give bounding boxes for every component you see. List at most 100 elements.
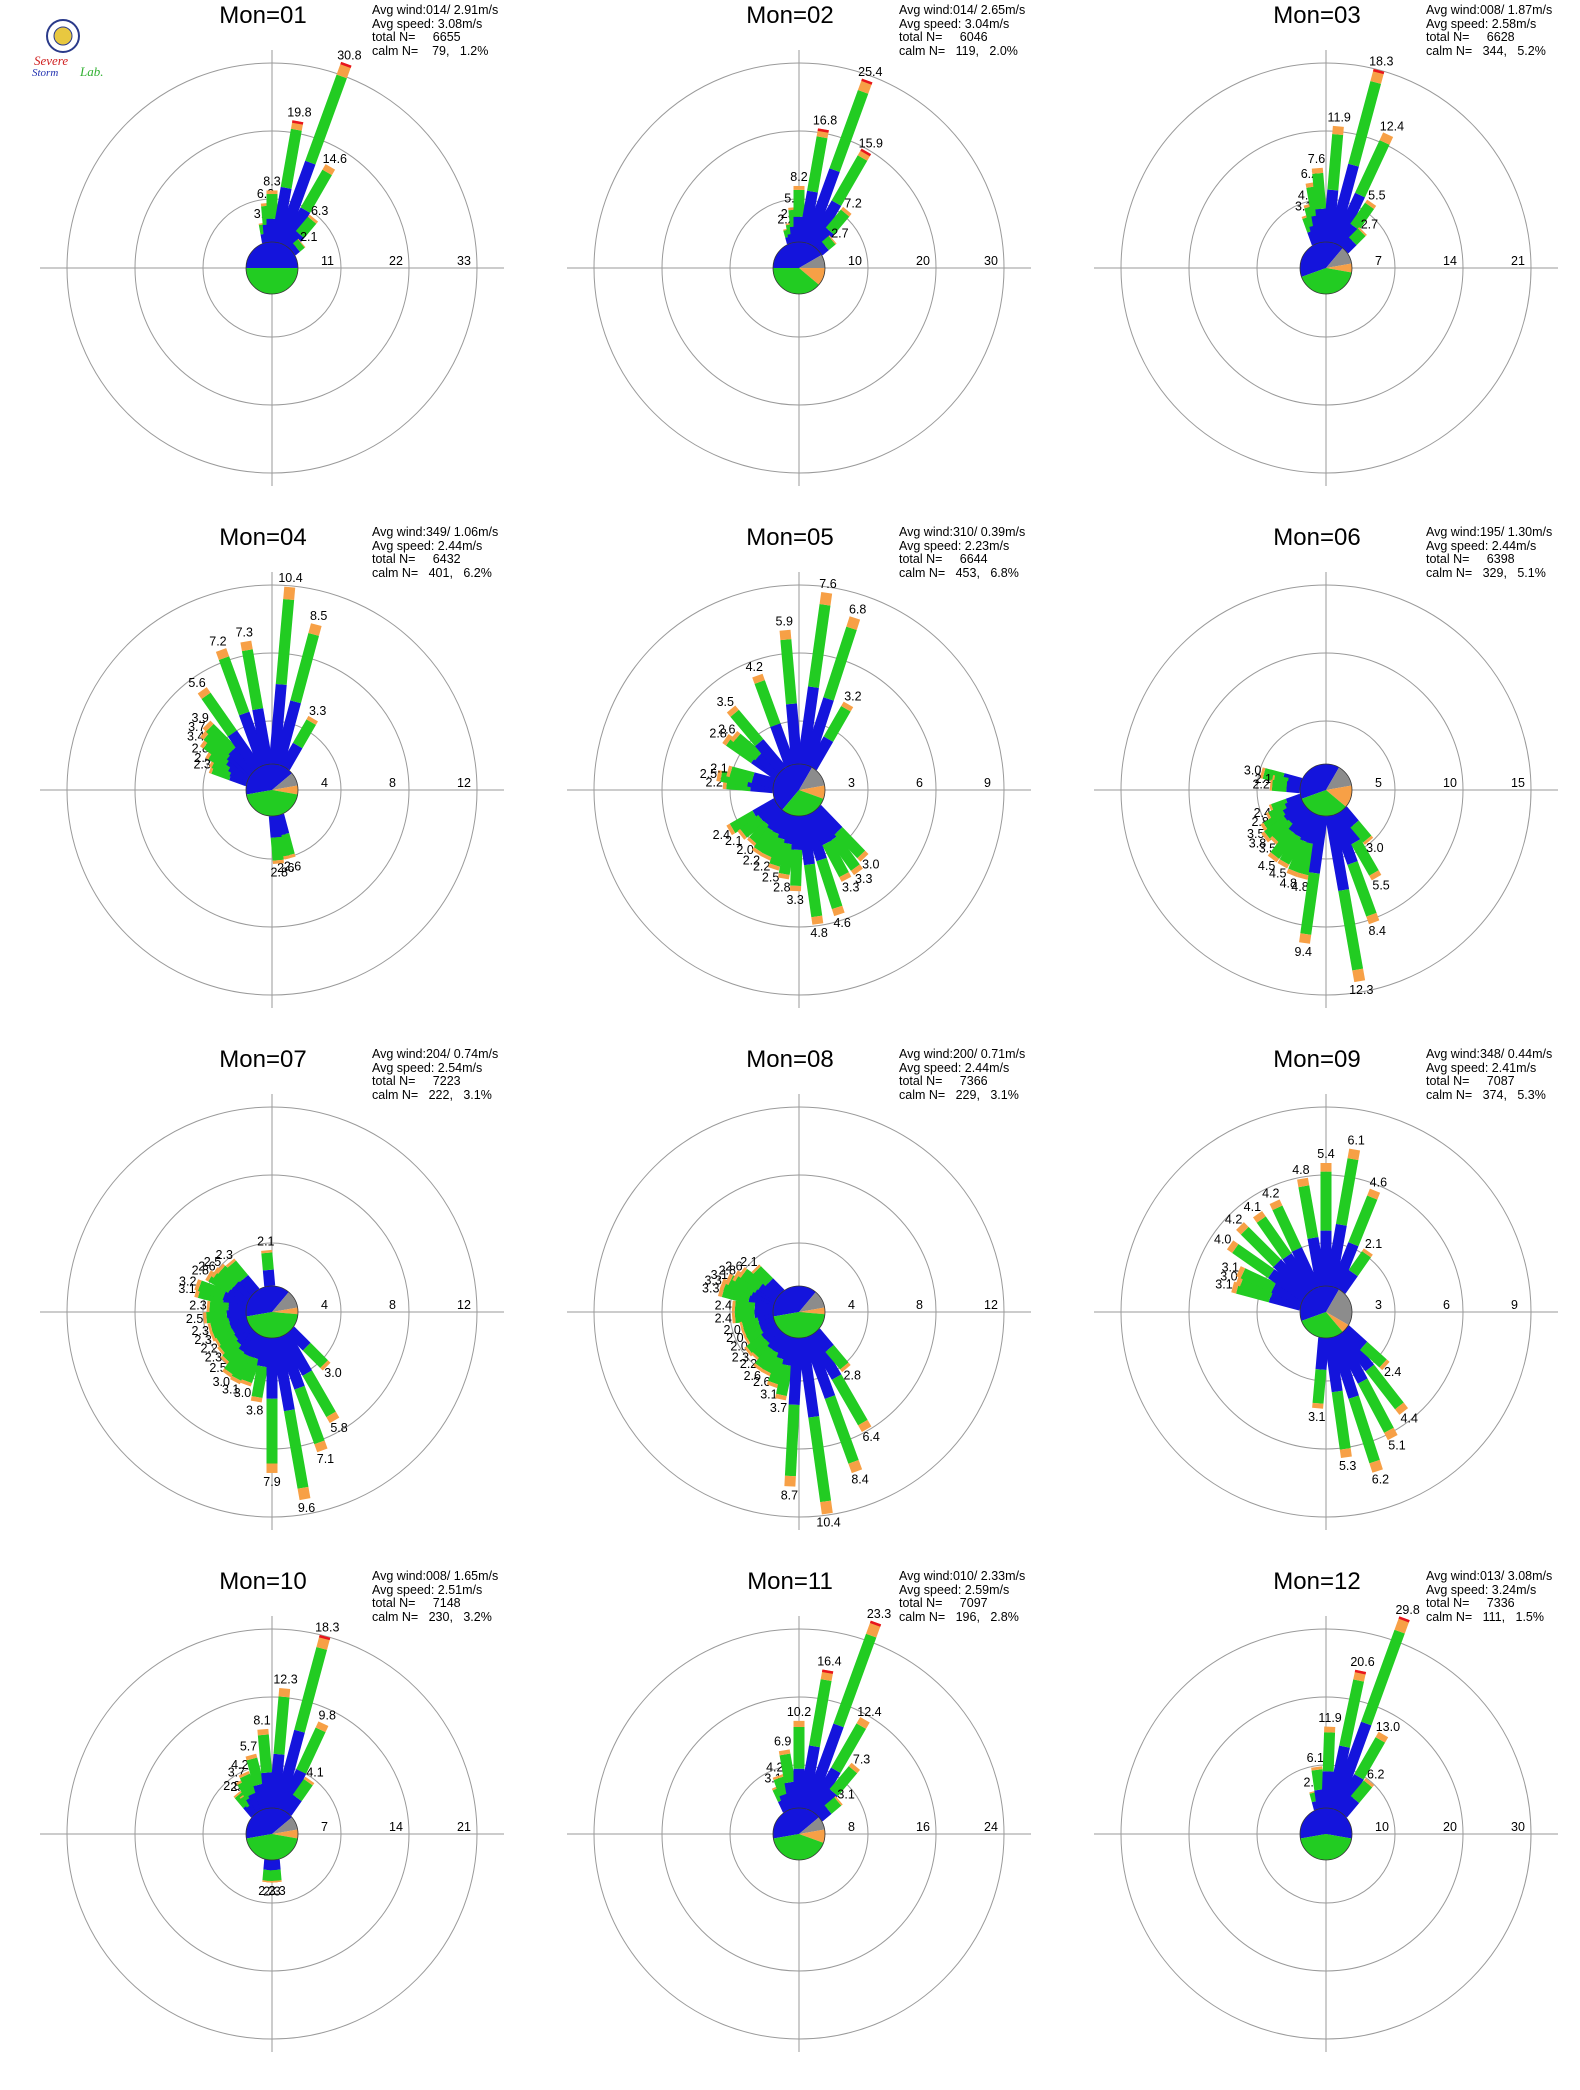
bar-blue-segment bbox=[273, 700, 301, 767]
wind-rose-svg: 5 10 153.02.12.22.42.83.53.83.54.54.54.84.… bbox=[1094, 572, 1558, 1008]
wind-rose-panel: 3 6 9 3.1 3.0 3.1 4.0 4.2 4.1 4.2 4.8 5.4 6.1 4.6 2.1 3… bbox=[1054, 1044, 1580, 1566]
ring-label: 7 bbox=[1375, 254, 1382, 268]
panel-title: Mon=09 bbox=[1273, 1046, 1361, 1073]
bar-value-label: 4.1 bbox=[1244, 1200, 1261, 1214]
bar-blue-segment bbox=[765, 1278, 785, 1298]
ring-label: 24 bbox=[984, 1820, 998, 1834]
center-wedge-blue bbox=[1300, 1286, 1339, 1321]
center-wedge-blue bbox=[773, 764, 812, 810]
stats-line: total N= 6655 bbox=[372, 30, 461, 44]
bar-value-label: 3.1 bbox=[1308, 1410, 1325, 1424]
bar-value-label: 2.5 bbox=[209, 1361, 226, 1375]
bar-value-label: 8.4 bbox=[851, 1473, 868, 1487]
bar-orange-segment bbox=[848, 1762, 861, 1774]
bar-green-segment bbox=[1348, 1251, 1371, 1277]
bar-value-label: 2.3 bbox=[216, 1248, 233, 1262]
bar-value-label: 5.4 bbox=[1317, 1147, 1334, 1161]
center-wedge-gray bbox=[272, 773, 298, 790]
stats-line: total N= 6046 bbox=[899, 30, 988, 44]
wind-rose-panel: 4 8 12 2.3 2.4 2.8 3.4 3.7 3.9 5.6 7.2 7.3 10.4 8.5 3.… bbox=[0, 522, 526, 1044]
bar-value-label: 2.4 bbox=[715, 1312, 732, 1326]
center-wedge-gray bbox=[272, 1292, 298, 1312]
bar-green-segment bbox=[1300, 872, 1320, 935]
bar-value-label: 18.3 bbox=[1369, 55, 1393, 69]
bar-value-label: 8.3 bbox=[263, 174, 280, 188]
bar-value-label: 5.9 bbox=[776, 614, 793, 628]
bar-value-label: 6.4 bbox=[862, 1430, 879, 1444]
bar-orange-segment bbox=[215, 1263, 226, 1274]
bar-green-segment bbox=[1348, 1195, 1378, 1247]
bar-green-segment bbox=[1288, 839, 1311, 873]
range-ring bbox=[661, 130, 937, 406]
stats-line: Avg speed: 2.44m/s bbox=[372, 538, 483, 553]
bar-orange-segment bbox=[1286, 868, 1299, 877]
stats-line: Avg speed: 3.24m/s bbox=[1426, 1582, 1537, 1597]
stats-line: Avg speed: 2.44m/s bbox=[899, 1060, 1010, 1075]
bar-orange-segment bbox=[303, 1776, 315, 1786]
bar-green-segment bbox=[295, 216, 317, 239]
bar-green-segment bbox=[793, 1726, 805, 1769]
bar-blue-segment bbox=[751, 772, 776, 789]
center-wedge-gray bbox=[799, 1292, 825, 1312]
bar-orange-segment bbox=[1269, 1199, 1283, 1211]
bar-value-label: 3.3 bbox=[855, 872, 872, 886]
bar-green-segment bbox=[746, 1327, 766, 1346]
wind-rose-panel: 1020302.22.95.18.216.825.415.97.22.7Mon=… bbox=[527, 0, 1053, 522]
bar-value-label: 12.3 bbox=[1349, 983, 1373, 997]
bar-value-label: 4.6 bbox=[833, 916, 850, 930]
bar-value-label: 2.3 bbox=[205, 1351, 222, 1365]
stats-line: calm N= 453, 6.8% bbox=[899, 565, 1019, 580]
range-ring bbox=[202, 720, 342, 860]
bar-value-label: 2.7 bbox=[1361, 218, 1378, 232]
center-wedge-green bbox=[773, 1312, 825, 1338]
ring-label: 21 bbox=[1511, 254, 1525, 268]
bar-value-label: 6.9 bbox=[774, 1734, 791, 1748]
bar-green-segment bbox=[793, 189, 805, 217]
bar-orange-segment bbox=[222, 1368, 234, 1378]
center-wedge-green bbox=[1301, 268, 1352, 295]
bar-value-label: 4.5 bbox=[1269, 867, 1286, 881]
bar-blue-segment bbox=[1326, 1745, 1350, 1810]
bar-orange-segment bbox=[738, 1267, 748, 1278]
bar-blue-segment bbox=[758, 801, 782, 824]
bar-value-label: 3.7 bbox=[188, 720, 205, 734]
bar-orange-segment bbox=[850, 864, 863, 876]
bar-blue-segment bbox=[1325, 1223, 1347, 1288]
bar-green-segment bbox=[1279, 833, 1304, 865]
bar-blue-segment bbox=[275, 1334, 305, 1390]
bar-blue-segment bbox=[1271, 1282, 1305, 1306]
bar-green-segment bbox=[222, 1340, 245, 1364]
stats-line: Avg speed: 2.23m/s bbox=[899, 538, 1010, 553]
bar-green-segment bbox=[273, 1696, 290, 1755]
stats-line: total N= 6398 bbox=[1426, 552, 1515, 566]
bar-green-segment bbox=[1272, 1205, 1302, 1252]
bar-green-segment bbox=[224, 1348, 248, 1375]
bar-green-segment bbox=[218, 656, 250, 716]
bar-green-segment bbox=[804, 863, 823, 918]
bar-value-label: 2.0 bbox=[736, 843, 753, 857]
bar-value-label: 5.1 bbox=[1388, 1438, 1405, 1452]
bar-value-label: 2.3 bbox=[192, 1324, 209, 1338]
bar-blue-segment bbox=[802, 1334, 836, 1399]
wind-rose-svg: 4 8 123.13.22.82.62.52.32.12.32.52.32.32.2… bbox=[40, 1094, 504, 1530]
center-wedge-gray bbox=[1326, 767, 1352, 790]
center-wedge-orange bbox=[799, 1307, 825, 1315]
bar-red-segment bbox=[1373, 68, 1385, 75]
bar-value-label: 9.8 bbox=[319, 1709, 336, 1723]
bar-value-label: 3.1 bbox=[760, 1388, 777, 1402]
bar-blue-segment bbox=[1327, 163, 1359, 245]
bar-orange-segment bbox=[753, 1363, 764, 1373]
bar-orange-segment bbox=[1261, 831, 1271, 843]
bar-orange-segment bbox=[858, 1419, 872, 1432]
bar-value-label: 2.7 bbox=[831, 227, 848, 241]
stats-line: total N= 7223 bbox=[372, 1074, 461, 1088]
bar-orange-segment bbox=[320, 1360, 331, 1371]
svg-text:Storm: Storm bbox=[32, 67, 58, 79]
bar-value-label: 3.0 bbox=[234, 1386, 251, 1400]
ring-label: 12 bbox=[457, 776, 471, 790]
bar-blue-segment bbox=[1267, 1269, 1308, 1302]
bar-blue-segment bbox=[1324, 1336, 1343, 1393]
bar-green-segment bbox=[829, 90, 869, 173]
wind-rose-svg: 714212.82.33.74.25.78.112.318.39.84.12.3… bbox=[40, 1616, 504, 2052]
bar-orange-segment bbox=[197, 687, 211, 699]
